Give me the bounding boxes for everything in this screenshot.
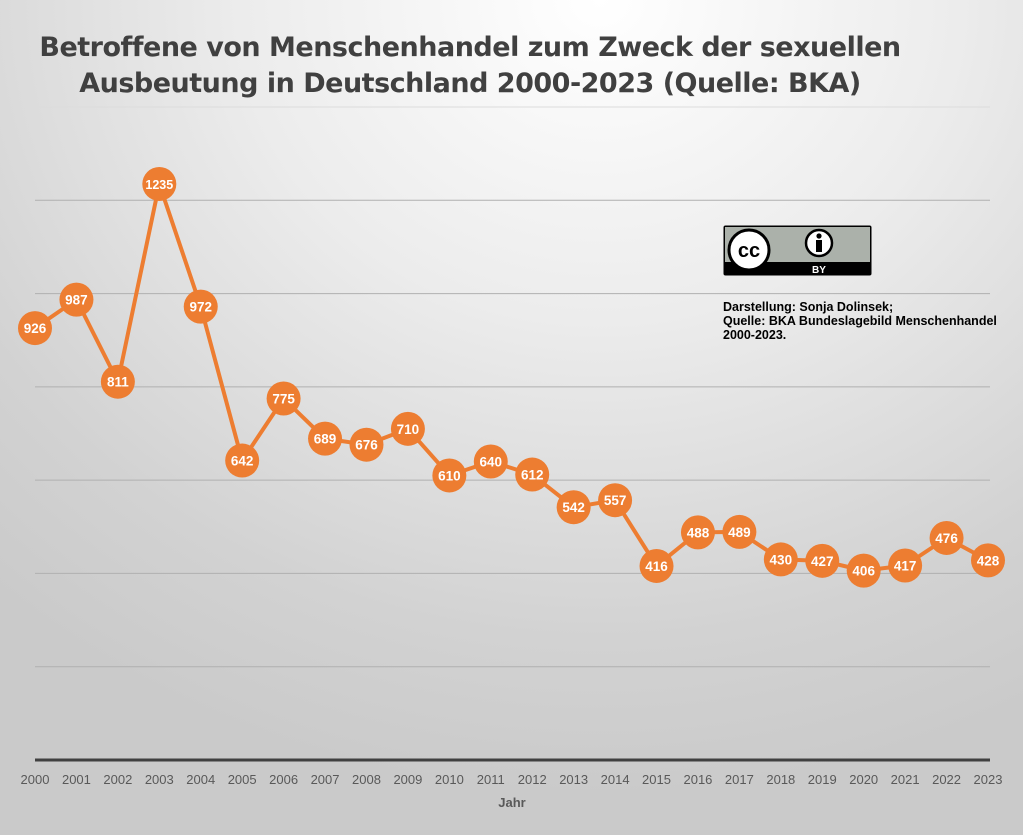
data-label: 612: [521, 468, 544, 483]
data-label: 476: [935, 531, 958, 546]
data-label: 557: [604, 493, 627, 508]
data-label: 689: [314, 432, 337, 447]
data-point: [142, 166, 177, 201]
x-tick-label: 2003: [145, 772, 174, 787]
credit-line-1: Darstellung: Sonja Dolinsek;: [723, 300, 894, 314]
data-label: 489: [728, 525, 751, 540]
x-tick-label: 2010: [435, 772, 464, 787]
data-point: [680, 515, 715, 550]
data-label: 926: [24, 321, 47, 336]
x-tick-label: 2007: [311, 772, 340, 787]
data-point: [805, 543, 840, 578]
data-point: [515, 457, 550, 492]
cc-icon: [727, 228, 771, 272]
data-label: 488: [687, 525, 710, 540]
data-point: [598, 483, 633, 518]
data-point: [556, 490, 591, 525]
data-point: [183, 289, 218, 324]
x-tick-label: 2009: [393, 772, 422, 787]
credit-line-2: Quelle: BKA Bundeslagebild Menschenhande…: [723, 314, 997, 328]
data-label: 428: [977, 553, 1000, 568]
data-label: 542: [562, 500, 585, 515]
data-point: [763, 542, 798, 577]
data-label: 406: [852, 564, 875, 579]
data-label: 427: [811, 554, 834, 569]
chart-title-line-1: Betroffene von Menschenhandel zum Zweck …: [39, 32, 901, 63]
data-label: 416: [645, 559, 668, 574]
x-tick-label: 2022: [932, 772, 961, 787]
x-tick-label: 2008: [352, 772, 381, 787]
x-tick-label: 2000: [21, 772, 50, 787]
data-label: 417: [894, 558, 917, 573]
data-point: [308, 421, 343, 456]
x-tick-label: 2014: [601, 772, 630, 787]
x-tick-label: 2011: [477, 772, 505, 787]
credit-line-3: 2000-2023.: [723, 328, 787, 342]
x-tick-label: 2023: [974, 772, 1003, 787]
x-tick-label: 2018: [766, 772, 795, 787]
by-label: BY: [812, 265, 826, 276]
x-tick-label: 2013: [559, 772, 588, 787]
data-label: 430: [770, 552, 793, 567]
x-axis-label: Jahr: [498, 795, 525, 810]
data-point: [390, 411, 425, 446]
data-point: [349, 427, 384, 462]
data-point: [59, 282, 94, 317]
data-point: [225, 443, 260, 478]
svg-text:cc: cc: [738, 240, 760, 262]
x-tick-label: 2016: [683, 772, 712, 787]
chart-title: Betroffene von Menschenhandel zum Zweck …: [20, 30, 920, 102]
data-label: 811: [107, 375, 129, 390]
data-label: 710: [397, 422, 420, 437]
data-point: [473, 444, 508, 479]
x-tick-label: 2019: [808, 772, 837, 787]
data-point: [888, 548, 923, 583]
data-point: [639, 548, 674, 583]
data-point: [266, 381, 301, 416]
x-tick-label: 2012: [518, 772, 547, 787]
cc-by-license-badge: cc BY: [723, 225, 872, 276]
x-tick-label: 2015: [642, 772, 671, 787]
data-label: 642: [231, 454, 254, 469]
x-tick-label: 2017: [725, 772, 754, 787]
data-point: [18, 311, 52, 346]
x-tick-label: 2006: [269, 772, 298, 787]
data-point: [846, 553, 881, 588]
x-tick-label: 2005: [228, 772, 257, 787]
x-tick-label: 2004: [186, 772, 215, 787]
data-label: 640: [480, 454, 503, 469]
data-label: 987: [65, 293, 88, 308]
x-tick-label: 2021: [891, 772, 920, 787]
chart-title-line-2: Ausbeutung in Deutschland 2000-2023 (Que…: [79, 68, 861, 99]
data-point: [100, 364, 135, 399]
data-point: [929, 520, 964, 555]
data-label: 676: [355, 438, 378, 453]
data-point: [722, 514, 757, 549]
x-tick-label: 2020: [849, 772, 878, 787]
x-tick-label: 2002: [103, 772, 132, 787]
data-point: [432, 458, 467, 493]
data-label: 1235: [145, 178, 173, 192]
data-point: [971, 543, 1005, 578]
credit-text: Darstellung: Sonja Dolinsek; Quelle: BKA…: [723, 300, 997, 342]
data-label: 775: [272, 392, 295, 407]
x-tick-label: 2001: [62, 772, 91, 787]
data-label: 610: [438, 468, 461, 483]
data-label: 972: [189, 300, 212, 315]
